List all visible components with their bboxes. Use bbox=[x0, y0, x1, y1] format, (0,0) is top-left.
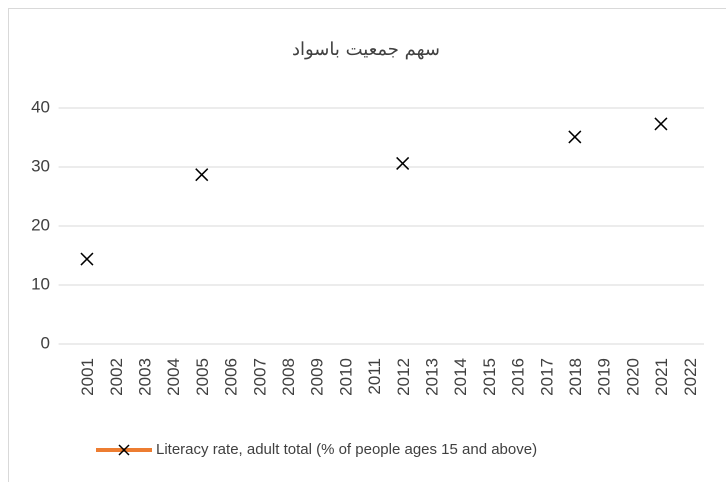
x-tick-label: 2019 bbox=[595, 358, 614, 396]
x-tick-label: 2010 bbox=[336, 358, 355, 396]
legend-marker bbox=[118, 444, 130, 456]
marker bbox=[195, 168, 209, 182]
x-tick-label: 2003 bbox=[136, 358, 155, 396]
x-tick-label: 2001 bbox=[78, 358, 97, 396]
y-tick-label: 0 bbox=[41, 333, 50, 352]
y-tick-label: 30 bbox=[31, 156, 50, 175]
x-tick-label: 2016 bbox=[509, 358, 528, 396]
x-tick-label: 2015 bbox=[480, 358, 499, 396]
x-tick-label: 2020 bbox=[623, 358, 642, 396]
x-tick-label: 2007 bbox=[250, 358, 269, 396]
x-tick-label: 2013 bbox=[423, 358, 442, 396]
marker bbox=[396, 156, 410, 170]
marker bbox=[654, 117, 668, 131]
x-tick-label: 2004 bbox=[164, 358, 183, 396]
y-tick-label: 20 bbox=[31, 215, 50, 234]
legend-label: Literacy rate, adult total (% of people … bbox=[156, 441, 537, 458]
x-tick-label: 2017 bbox=[537, 358, 556, 396]
x-tick-label: 2002 bbox=[107, 358, 126, 396]
x-tick-label: 2005 bbox=[193, 358, 212, 396]
x-tick-label: 2014 bbox=[451, 358, 470, 396]
x-tick-label: 2006 bbox=[222, 358, 241, 396]
x-tick-label: 2011 bbox=[365, 358, 384, 395]
y-tick-label: 10 bbox=[31, 274, 50, 293]
y-tick-label: 40 bbox=[31, 97, 50, 116]
x-tick-label: 2009 bbox=[308, 358, 327, 396]
marker bbox=[568, 130, 582, 144]
marker bbox=[80, 252, 94, 266]
chart-title: سهم جمعیت باسواد bbox=[292, 39, 440, 60]
x-tick-label: 2022 bbox=[681, 358, 700, 396]
x-tick-label: 2008 bbox=[279, 358, 298, 396]
x-tick-label: 2018 bbox=[566, 358, 585, 396]
x-tick-label: 2012 bbox=[394, 358, 413, 396]
x-tick-label: 2021 bbox=[652, 358, 671, 396]
